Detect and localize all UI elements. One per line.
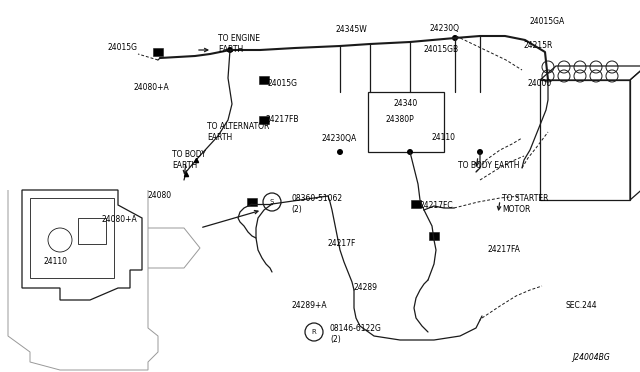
Text: 24217FC: 24217FC (419, 202, 452, 211)
Circle shape (227, 47, 233, 53)
Text: TO STARTER
MOTOR: TO STARTER MOTOR (502, 194, 548, 214)
Bar (247, 198, 257, 206)
Text: TO ENGINE
EARTH: TO ENGINE EARTH (218, 34, 260, 54)
Bar (259, 76, 269, 84)
Text: SEC.244: SEC.244 (565, 301, 596, 310)
Text: 24340: 24340 (394, 99, 419, 109)
Bar (259, 116, 269, 124)
Text: 24015GA: 24015GA (530, 17, 565, 26)
Text: 24230QA: 24230QA (322, 134, 357, 142)
Text: 24110: 24110 (44, 257, 68, 266)
Text: 24015G: 24015G (267, 80, 297, 89)
Text: TO ALTERNATOR
EARTH: TO ALTERNATOR EARTH (207, 122, 269, 142)
Text: 24289: 24289 (354, 283, 378, 292)
Circle shape (407, 149, 413, 155)
Text: 24380P: 24380P (385, 115, 413, 125)
Text: R: R (312, 329, 316, 335)
Bar (30, 198, 114, 278)
Text: 24345W: 24345W (335, 26, 367, 35)
Bar (368, 92, 444, 152)
Text: 08146-6122G
(2): 08146-6122G (2) (330, 324, 382, 344)
Text: 24215R: 24215R (524, 42, 554, 51)
Text: 24217F: 24217F (327, 240, 355, 248)
Text: 24080: 24080 (148, 192, 172, 201)
Text: TO BODY
EARTH: TO BODY EARTH (172, 150, 206, 170)
Bar (153, 48, 163, 56)
Circle shape (452, 35, 458, 41)
Text: S: S (270, 199, 274, 205)
Text: 24217FB: 24217FB (265, 115, 298, 125)
Bar (78, 218, 106, 244)
Bar (540, 80, 630, 200)
Text: 24110: 24110 (432, 134, 456, 142)
Bar (429, 232, 439, 240)
Text: 24217FA: 24217FA (487, 246, 520, 254)
Text: 24000: 24000 (527, 80, 551, 89)
Text: 24015G: 24015G (108, 44, 138, 52)
Circle shape (477, 149, 483, 155)
Text: 24015GB: 24015GB (423, 45, 458, 55)
Text: 24289+A: 24289+A (291, 301, 326, 310)
Text: TO BODY EARTH: TO BODY EARTH (458, 160, 520, 170)
Bar (411, 200, 421, 208)
Circle shape (337, 149, 343, 155)
Text: 24080+A: 24080+A (102, 215, 138, 224)
Text: 08360-51062
(2): 08360-51062 (2) (291, 194, 342, 214)
Text: J24004BG: J24004BG (572, 353, 610, 362)
Text: 24230Q: 24230Q (430, 23, 460, 32)
Text: 24080+A: 24080+A (133, 83, 169, 93)
